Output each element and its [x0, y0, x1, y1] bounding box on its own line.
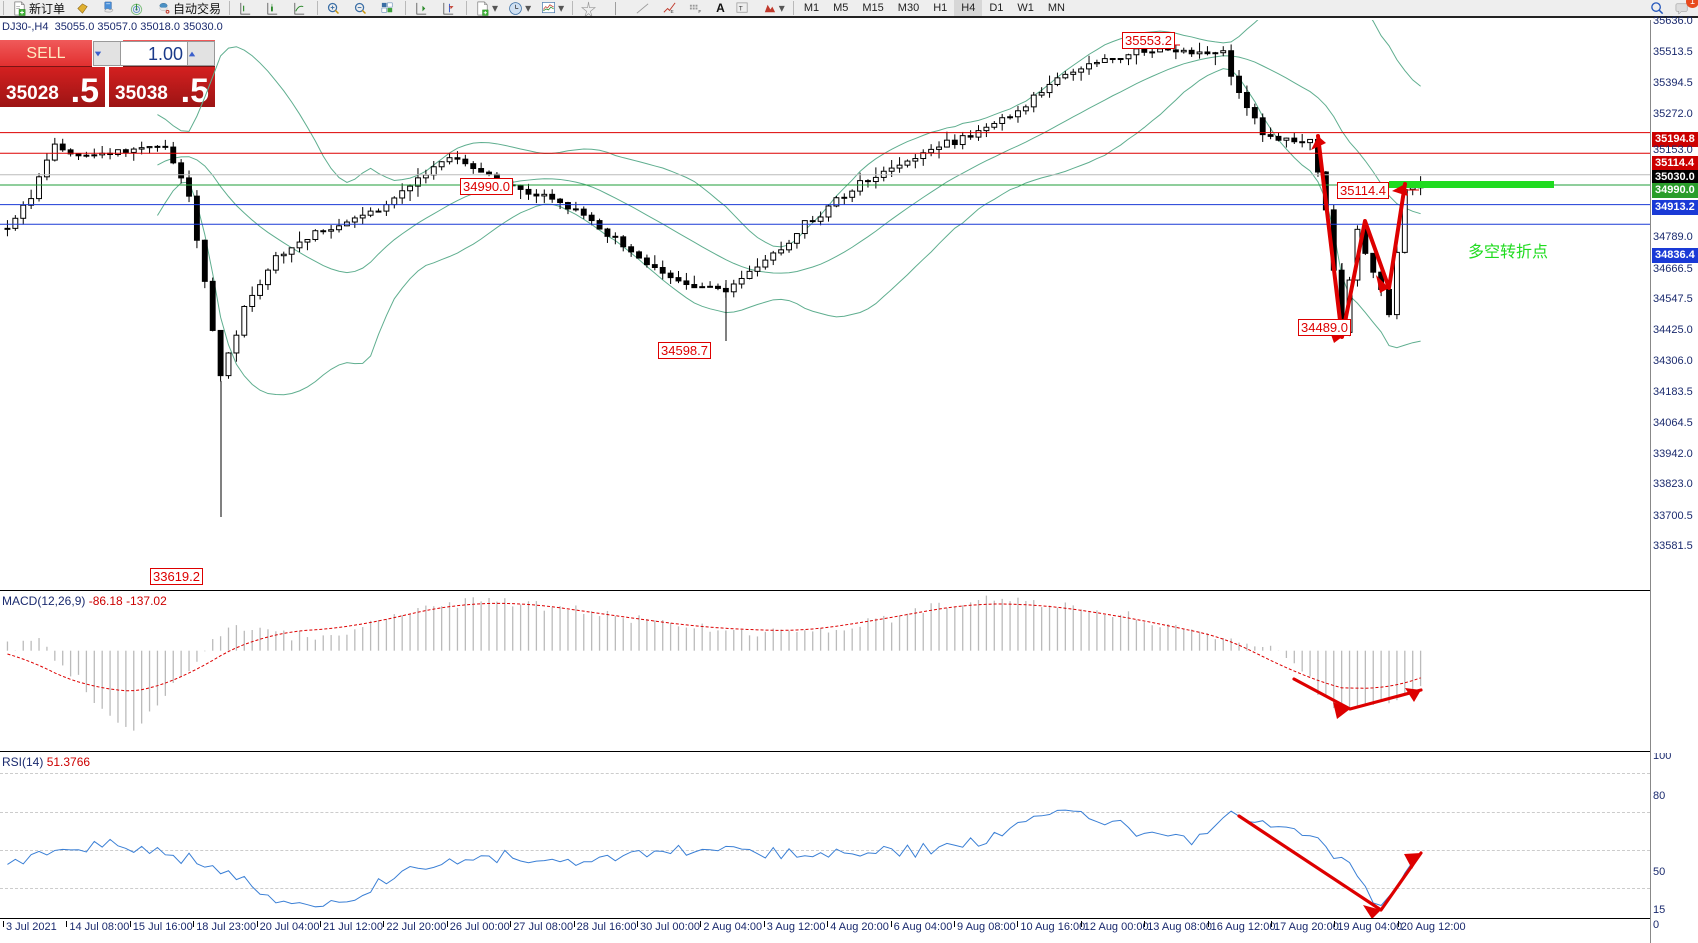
svg-text:F: F	[699, 9, 702, 14]
svg-text:T: T	[739, 5, 743, 12]
svg-text:E: E	[671, 9, 674, 14]
svg-text:多空转折点: 多空转折点	[1468, 243, 1548, 261]
